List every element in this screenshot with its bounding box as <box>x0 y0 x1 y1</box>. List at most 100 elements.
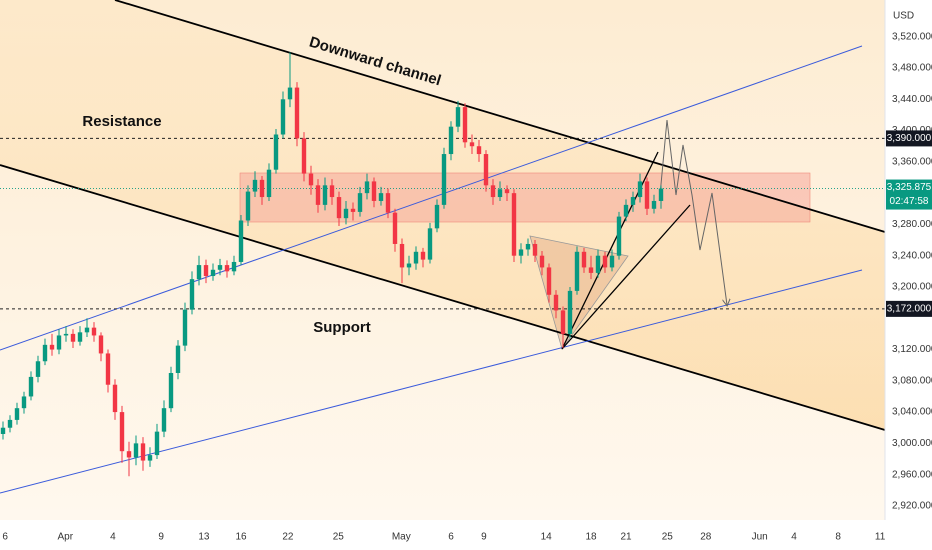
candle-body <box>224 265 230 272</box>
candle-body <box>525 243 531 250</box>
x-tick-label: 21 <box>620 532 632 543</box>
x-tick-label: 18 <box>585 532 597 543</box>
candle-body <box>322 185 328 205</box>
candle-body <box>259 179 265 198</box>
candle-body <box>14 408 20 420</box>
candle-body <box>0 427 6 434</box>
projection-path <box>659 119 727 305</box>
candle-body <box>371 181 377 201</box>
channel-bottom <box>0 164 886 431</box>
candle-body <box>483 154 489 186</box>
y-tick-label: 2,920.000 <box>892 501 932 512</box>
x-tick-label: 13 <box>198 532 210 543</box>
x-tick-label: 14 <box>541 532 553 543</box>
candle-body <box>518 249 524 256</box>
y-tick-label: 3,240.000 <box>892 250 932 261</box>
candle-body <box>378 193 384 201</box>
time-axis-panel <box>0 520 885 550</box>
candle-body <box>175 345 181 373</box>
candle-body <box>154 431 160 456</box>
candle-body <box>315 185 321 205</box>
x-tick-label: 4 <box>791 532 797 543</box>
candle-body <box>98 335 104 354</box>
candle-body <box>287 87 293 100</box>
candle-body <box>455 107 461 127</box>
x-tick-label: 28 <box>700 532 712 543</box>
x-tick-label: 4 <box>110 532 116 543</box>
candle-body <box>406 263 412 268</box>
price-axis-panel <box>885 0 932 550</box>
candle-body <box>203 265 209 277</box>
candle-body <box>133 443 139 458</box>
candle-body <box>644 181 650 209</box>
candle-body <box>658 188 664 201</box>
x-tick-label: Apr <box>58 532 74 543</box>
candle-body <box>42 344 48 362</box>
candle-body <box>497 189 503 198</box>
candle-body <box>413 251 419 264</box>
currency-label: USD <box>893 11 914 22</box>
candle-body <box>504 189 510 194</box>
level-badge-label: 3,390.000 <box>887 133 932 144</box>
axes: 3,520.0003,480.0003,440.0003,400.0003,36… <box>2 31 932 543</box>
candle-body <box>329 185 335 198</box>
x-tick-label: 11 <box>875 532 886 543</box>
candle-body <box>476 146 482 155</box>
candle-body <box>427 228 433 260</box>
candle-body <box>28 376 34 397</box>
candles <box>0 52 664 477</box>
last-price-label: 3,325.875 <box>887 182 932 193</box>
candle-body <box>280 99 286 135</box>
x-tick-label: 6 <box>2 532 8 543</box>
candle-body <box>539 255 545 268</box>
x-tick-label: 22 <box>282 532 294 543</box>
candle-body <box>56 335 62 350</box>
x-tick-label: Jun <box>752 532 768 543</box>
y-tick-label: 3,280.000 <box>892 219 932 230</box>
y-tick-label: 3,040.000 <box>892 407 932 418</box>
candle-body <box>77 332 83 342</box>
x-tick-label: 9 <box>158 532 164 543</box>
resistance-label: Resistance <box>82 113 161 130</box>
level-badge <box>886 130 932 147</box>
candle-body <box>301 138 307 174</box>
candle-body <box>602 255 608 268</box>
candle-body <box>560 310 566 334</box>
candle-body <box>420 251 426 260</box>
candle-body <box>245 191 251 221</box>
candle-body <box>385 193 391 213</box>
candle-body <box>126 451 132 458</box>
candle-body <box>546 267 552 295</box>
candle-body <box>616 216 622 256</box>
last-price-badge <box>886 179 932 210</box>
candle-body <box>189 279 195 310</box>
countdown-label: 02:47:58 <box>890 196 929 207</box>
candle-body <box>462 107 468 143</box>
candle-body <box>588 267 594 273</box>
x-tick-label: 8 <box>835 532 841 543</box>
candle-body <box>252 179 258 192</box>
x-tick-label: 25 <box>662 532 674 543</box>
candle-body <box>637 181 643 198</box>
y-tick-label: 3,120.000 <box>892 344 932 355</box>
x-tick-label: 25 <box>333 532 345 543</box>
channel-top <box>114 0 886 233</box>
candle-body <box>273 134 279 170</box>
candle-body <box>567 290 573 334</box>
y-tick-label: 3,480.000 <box>892 63 932 74</box>
candle-body <box>49 344 55 350</box>
level-badge <box>886 300 932 317</box>
candle-body <box>553 294 559 311</box>
x-tick-label: 9 <box>481 532 487 543</box>
candle-body <box>595 255 601 273</box>
y-tick-label: 3,520.000 <box>892 31 932 42</box>
candle-body <box>308 173 314 186</box>
y-tick-label: 3,000.000 <box>892 438 932 449</box>
candle-body <box>168 372 174 409</box>
candle-body <box>84 327 90 333</box>
support-label: Support <box>313 319 371 336</box>
candle-body <box>147 455 153 461</box>
x-tick-label: 6 <box>448 532 454 543</box>
candle-body <box>70 333 76 342</box>
